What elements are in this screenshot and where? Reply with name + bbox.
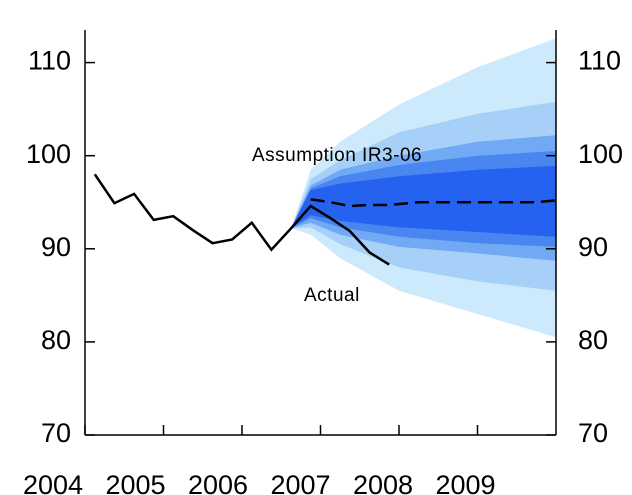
y2-tick-label: 90 — [578, 232, 608, 262]
annotation: Actual — [304, 285, 360, 306]
x-tick-label: 2008 — [353, 470, 413, 495]
axes: 70 80 90 100 110 70 80 90 100 110 2004 2005 2006 2007… — [23, 30, 623, 495]
actual-line — [93, 173, 390, 266]
y-tick-label: 80 — [41, 325, 71, 355]
y2-tick-label: 70 — [578, 418, 608, 448]
y-tick-label: 90 — [41, 232, 71, 262]
fan-bands — [291, 38, 556, 338]
y-tick-label: 100 — [26, 139, 71, 169]
x-tick-label: 2004 — [23, 470, 83, 495]
x-tick-label: 2006 — [188, 470, 248, 495]
y-tick-label: 70 — [41, 418, 71, 448]
y2-tick-label: 100 — [578, 139, 623, 169]
x-tick-label: 2009 — [435, 470, 495, 495]
x-tick-label: 2005 — [105, 470, 165, 495]
y-tick-label: 110 — [28, 46, 71, 76]
x-tick-label: 2007 — [270, 470, 330, 495]
forecast-line — [310, 198, 557, 208]
y2-tick-label: 80 — [578, 325, 608, 355]
y2-tick-label: 110 — [578, 46, 621, 76]
lines — [93, 173, 557, 266]
annotation: Assumption IR3-06 — [252, 145, 422, 166]
